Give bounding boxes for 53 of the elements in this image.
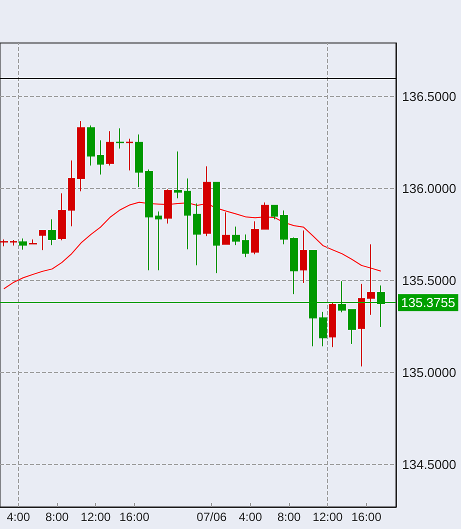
candlestick [116,128,124,150]
candlestick [87,124,95,166]
ref-line-label: 135.3755 [401,295,456,310]
candlestick [184,178,191,250]
x-tick-label: 07/06 [196,510,228,524]
candlestick [213,182,220,274]
candlestick [164,188,172,224]
candlestick [39,230,46,251]
candlestick [203,166,211,237]
candlestick [48,218,56,246]
candlestick [135,134,143,188]
x-tick-label: 12:00 [312,510,344,524]
candlestick [77,120,85,192]
y-tick-label: 135.5000 [402,273,456,288]
candlestick [0,238,8,247]
x-tick-label: 8:00 [277,510,302,524]
candlestick [280,210,288,245]
candlestick [29,238,37,245]
x-tick-label: 4:00 [238,510,262,524]
candlestick [145,168,153,271]
candlestick [193,203,201,266]
candlestick [19,238,27,250]
candlestick [251,220,259,255]
candlestick [290,236,298,295]
candlestick [348,309,356,344]
x-tick-label: 8:00 [45,510,70,524]
candlestick [232,226,240,246]
candlestick [106,130,114,166]
x-tick-label: 4:00 [6,510,30,524]
candlestick [155,210,162,271]
candlestick [126,138,133,171]
y-tick-label: 136.5000 [402,88,456,104]
candlestick [261,202,269,230]
candlestick [68,160,75,227]
candlestick [300,230,307,284]
candlestick [271,204,278,220]
y-tick-label: 134.5000 [402,457,456,472]
candlestick [329,302,336,348]
candlestick [319,311,327,347]
x-tick-label: 12:00 [80,510,112,524]
x-tick-label: 16:00 [119,510,150,524]
candlestick [97,140,104,175]
x-tick-label: 16:00 [351,510,382,524]
y-tick-label: 135.0000 [402,365,456,380]
y-tick-label: 136.0000 [402,180,456,196]
candlestick [242,234,249,258]
line-series [3,202,382,290]
candlestick [222,212,230,245]
candlestick [174,150,182,199]
candlestick [367,244,375,316]
candlestick [358,283,365,367]
candlestick [10,240,17,246]
candlestick [58,192,66,241]
